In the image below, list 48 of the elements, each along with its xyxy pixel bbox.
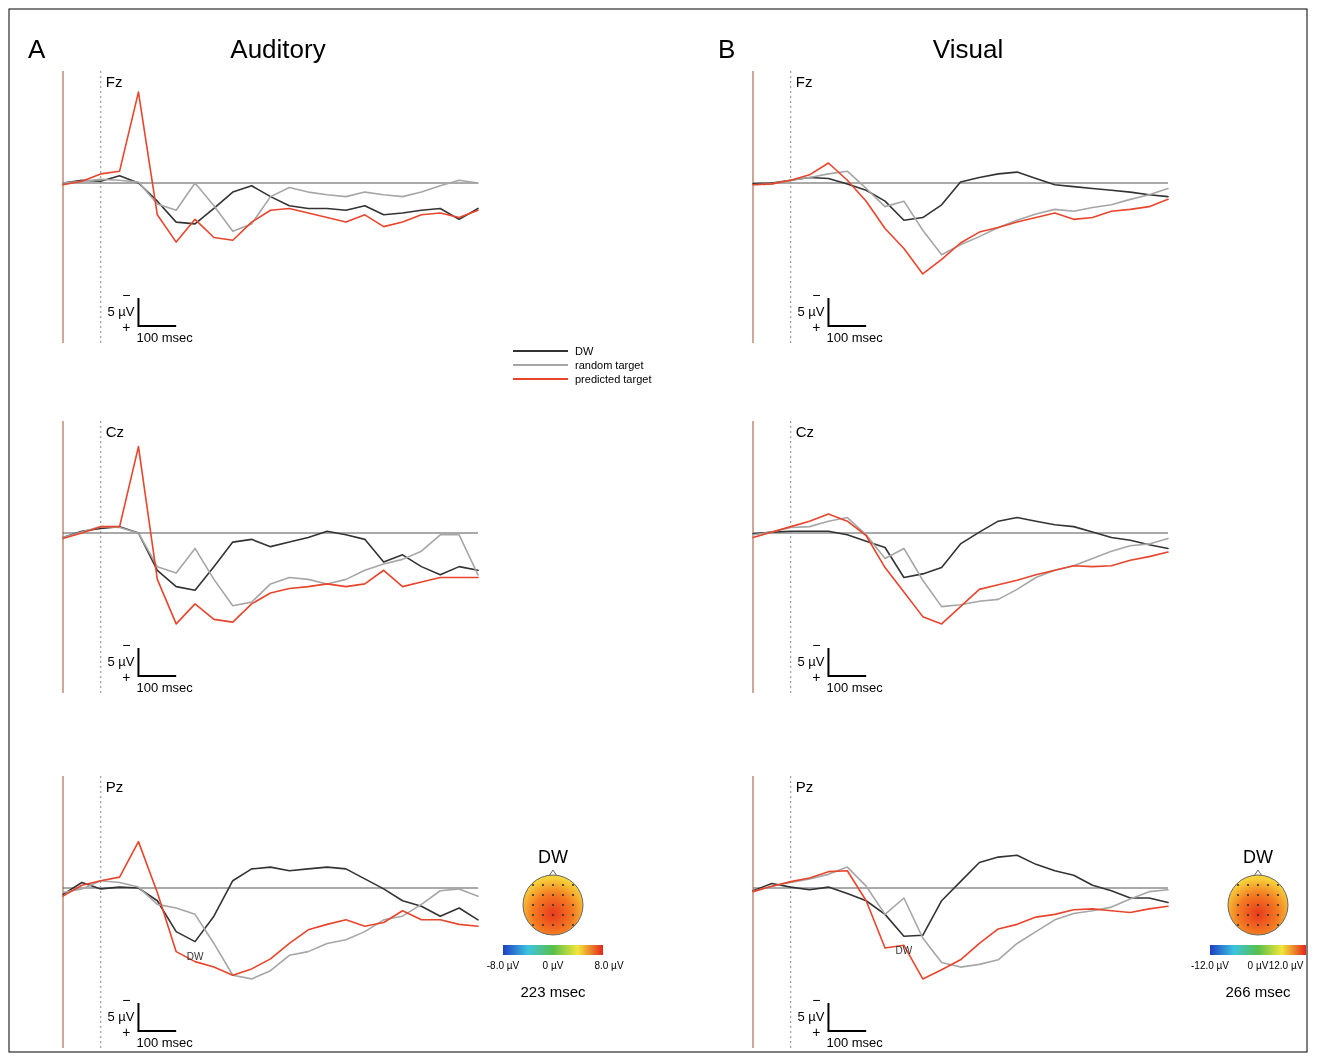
text: 5 µV: [107, 304, 135, 319]
text: 5 µV: [797, 304, 825, 319]
legend-label: predicted target: [575, 373, 652, 385]
chart-title: Cz: [795, 423, 815, 440]
chart-title: Pz: [105, 778, 124, 795]
text: 5 µV: [107, 1009, 135, 1024]
text: 5 µV: [107, 654, 135, 669]
text: −: [122, 992, 131, 1008]
text: 100 msec: [826, 330, 884, 345]
text: 5 µV: [797, 1009, 825, 1024]
text: 100 msec: [136, 680, 194, 695]
annotation: DW: [186, 950, 204, 962]
chart-title: Fz: [105, 73, 123, 90]
text: B: [718, 34, 736, 64]
text: 100 msec: [826, 1035, 884, 1050]
text: +: [122, 669, 131, 685]
text: Visual: [932, 34, 1004, 64]
text: −: [812, 992, 821, 1008]
text: 100 msec: [136, 330, 194, 345]
text: 223 msec: [520, 983, 587, 1000]
text: -8.0 µV: [486, 960, 520, 971]
text: 12.0 µV: [1268, 960, 1304, 971]
legend-label: random target: [575, 359, 644, 371]
text: +: [122, 319, 131, 335]
text: 266 msec: [1225, 983, 1292, 1000]
chart-title: Fz: [795, 73, 813, 90]
text: 100 msec: [826, 680, 884, 695]
text: −: [812, 287, 821, 303]
text: 100 msec: [136, 1035, 194, 1050]
text: -12.0 µV: [1190, 960, 1230, 971]
text: 0 µV: [542, 960, 564, 971]
text: 5 µV: [797, 654, 825, 669]
chart-title: Cz: [105, 423, 125, 440]
text: +: [812, 669, 821, 685]
text: +: [812, 319, 821, 335]
text: 8.0 µV: [594, 960, 624, 971]
chart-title: Pz: [795, 778, 814, 795]
text: DW: [1243, 847, 1273, 867]
text: −: [122, 637, 131, 653]
text: +: [122, 1024, 131, 1040]
text: −: [122, 287, 131, 303]
text: −: [812, 637, 821, 653]
text: 0 µV: [1247, 960, 1269, 971]
text: DW: [538, 847, 568, 867]
text: Auditory: [230, 34, 326, 64]
legend-label: DW: [575, 345, 594, 357]
text: +: [812, 1024, 821, 1040]
text: A: [28, 34, 46, 64]
